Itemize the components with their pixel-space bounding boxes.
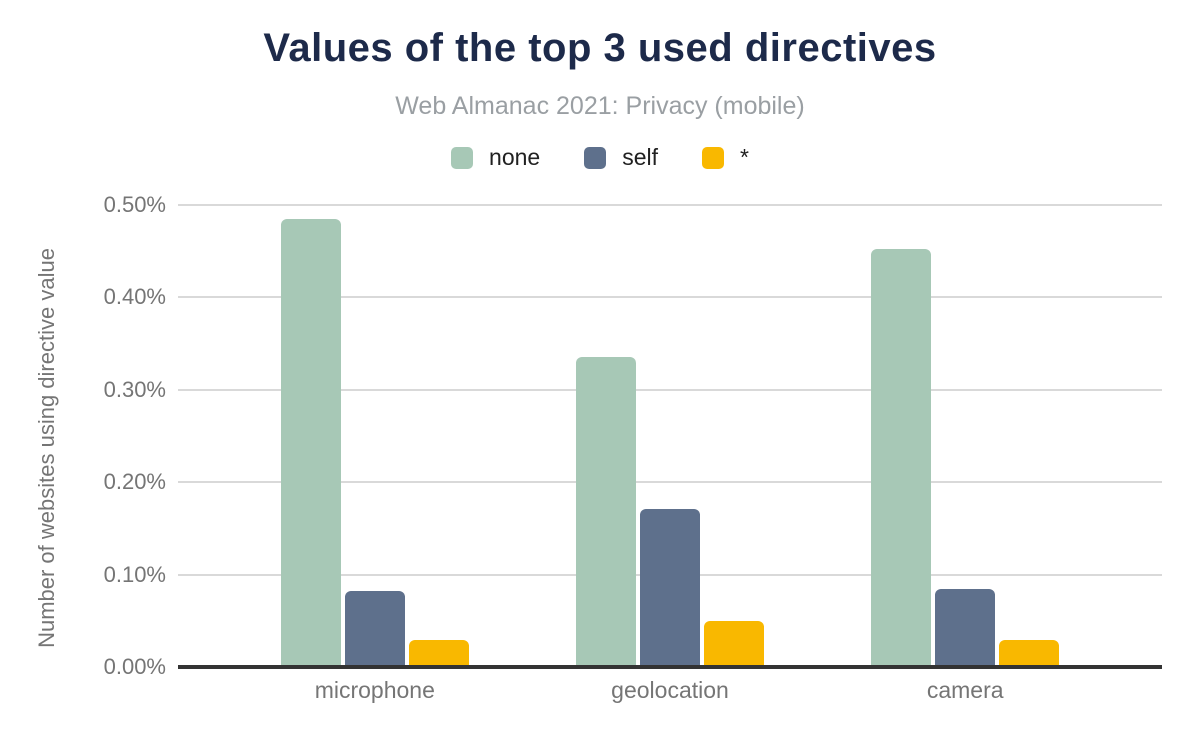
bar-group-camera (871, 205, 1060, 667)
legend-label: none (489, 144, 541, 170)
plot-area (178, 204, 1162, 669)
legend-swatch-icon (702, 146, 724, 169)
bar-geolocation-star[interactable] (704, 620, 764, 667)
bar-camera-none[interactable] (871, 249, 932, 667)
gridline (178, 204, 1162, 206)
legend: none self * (0, 144, 1200, 171)
bar-group-microphone (280, 205, 469, 667)
legend-item-none[interactable]: none (451, 144, 540, 171)
gridline (178, 388, 1162, 391)
legend-swatch-icon (584, 146, 607, 169)
y-axis-tick-label: 0.50% (103, 192, 166, 217)
bar-geolocation-self[interactable] (640, 509, 700, 667)
legend-label: self (622, 144, 658, 170)
y-axis-tick-label: 0.00% (103, 654, 166, 679)
gridline (178, 481, 1162, 484)
x-axis-label-camera: camera (926, 677, 1004, 703)
bar-camera-self[interactable] (935, 589, 996, 667)
chart-title: Values of the top 3 used directives (263, 26, 937, 70)
y-axis-tick-label: 0.40% (103, 284, 166, 310)
bar-camera-star[interactable] (999, 640, 1060, 667)
bar-group-geolocation (576, 205, 764, 667)
x-axis-label-microphone: microphone (314, 677, 435, 703)
y-axis-tick-label: 0.30% (103, 376, 166, 402)
bar-microphone-self[interactable] (344, 591, 405, 667)
legend-label: * (740, 144, 749, 170)
legend-swatch-icon (451, 146, 474, 169)
legend-item-self[interactable]: self (584, 144, 658, 171)
chart-subtitle: Web Almanac 2021: Privacy (mobile) (395, 92, 805, 120)
gridline (178, 296, 1162, 299)
x-axis-label-geolocation: geolocation (611, 677, 729, 703)
bar-microphone-star[interactable] (408, 640, 469, 667)
bar-geolocation-none[interactable] (576, 357, 636, 667)
y-axis-tick-label: 0.20% (103, 469, 166, 495)
y-axis-tick-label: 0.10% (103, 561, 166, 587)
legend-item-star[interactable]: * (702, 144, 749, 171)
x-axis-baseline (178, 665, 1162, 669)
bar-microphone-none[interactable] (280, 218, 341, 667)
